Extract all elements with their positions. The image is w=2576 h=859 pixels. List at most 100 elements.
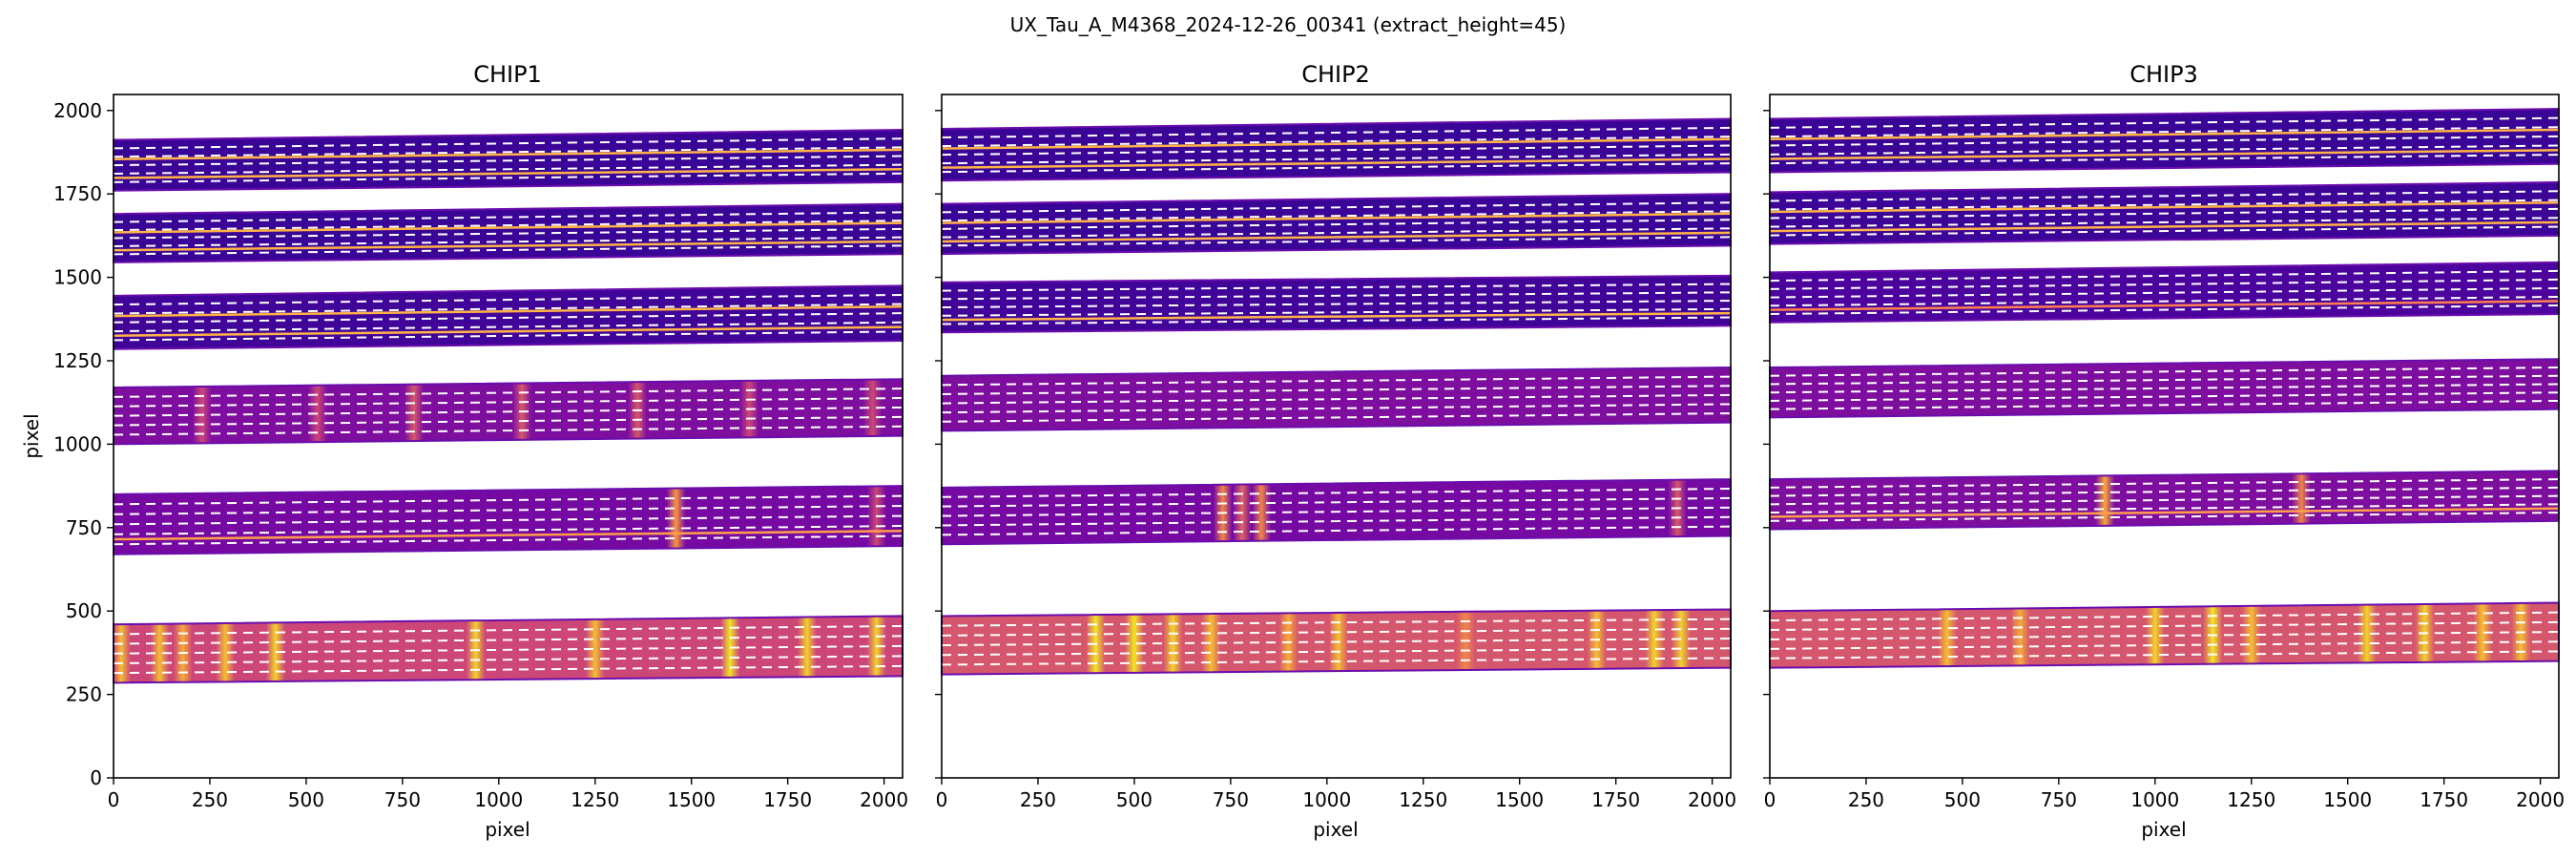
trace-line [941,157,1732,169]
figure-suptitle: UX_Tau_A_M4368_2024-12-26_00341 (extract… [1010,13,1567,36]
x-tick-label: 1250 [2227,788,2275,811]
x-tick-label: 1250 [1399,788,1447,811]
aperture-line [1769,631,2560,640]
axes-frame [1769,94,2560,779]
panel-title: CHIP2 [1301,61,1370,88]
plot-area [941,117,1732,676]
aperture-line [941,525,1732,536]
trace-line [113,325,904,338]
trace-line [1769,300,2560,311]
trace-line [941,311,1732,322]
aperture-line [1769,478,2560,489]
aperture-line [941,126,1732,139]
y-ticks [1763,110,1770,779]
y-tick-label: 1250 [53,349,102,372]
aperture-line [1769,286,2560,299]
aperture-line [941,375,1732,387]
x-tick-label: 1000 [474,788,523,811]
x-axis-label: pixel [2141,818,2186,841]
x-tick-label: 500 [1116,788,1153,811]
aperture-line [1769,486,2560,497]
x-tick-label: 1750 [2420,788,2468,811]
aperture-line [113,514,904,526]
trace-line [1769,200,2560,214]
aperture-line [113,163,904,175]
trace-line [1769,128,2560,141]
x-tick-label: 500 [1944,788,1981,811]
aperture-line [1769,199,2560,211]
x-tick-label: 0 [1764,788,1776,811]
trace-line [1769,507,2560,518]
aperture-line [1769,135,2560,147]
panel-title: CHIP1 [473,61,542,88]
y-tick-label: 1750 [53,182,102,205]
aperture-line [941,618,1732,627]
x-tick-label: 0 [936,788,948,811]
aperture-line [113,220,904,232]
x-tick-label: 1250 [571,788,619,811]
x-tick-label: 0 [108,788,120,811]
panel-chip3: CHIP3 0 250 500 750 1000 1250 1500 1750 2000 pix… [1763,61,2565,841]
x-tick-label: 1000 [1302,788,1351,811]
trace-line [113,167,904,179]
aperture-line [1769,269,2560,283]
aperture-line [941,153,1732,165]
aperture-line [113,330,904,342]
aperture-line [1769,383,2560,394]
x-tick-label: 1500 [667,788,716,811]
aperture-line [113,505,904,515]
plot-area [1769,108,2560,669]
aperture-line [1769,144,2560,156]
aperture-line [113,644,904,655]
aperture-line [1769,374,2560,386]
trace-line [113,240,904,252]
x-ticks: 0 250 500 750 1000 1250 1500 1750 2000 [108,778,908,811]
aperture-line [941,219,1732,230]
x-ticks: 0 250 500 750 1000 1250 1500 1750 2000 [1764,778,2565,811]
aperture-line [941,300,1732,309]
aperture-line [1769,503,2560,514]
aperture-line [941,307,1732,317]
x-tick-label: 750 [1213,788,1249,811]
plot-area [113,129,904,684]
aperture-line [1769,399,2560,410]
aperture-line [1769,494,2560,506]
aperture-line [941,496,1732,508]
aperture-line [1769,190,2560,202]
aperture-line [113,397,904,408]
y-tick-label: 1500 [53,266,102,289]
y-tick-label: 250 [66,683,102,706]
aperture-line [113,388,904,398]
aperture-line [113,525,904,535]
aperture-line [113,635,904,645]
aperture-line [113,236,904,247]
aperture-line [1769,366,2560,377]
aperture-line [113,664,904,675]
y-tick-label: 0 [90,766,102,789]
aperture-line [113,425,904,436]
aperture-line [1769,278,2560,290]
aperture-line [941,657,1732,666]
aperture-line [1769,650,2560,660]
panel-title: CHIP3 [2129,61,2198,88]
axes-frame [941,94,1732,779]
aperture-line [113,227,904,240]
trace-line [941,231,1732,243]
aperture-line [941,201,1732,214]
trace-line [113,530,904,541]
aperture-line [941,385,1732,395]
aperture-line [941,162,1732,174]
trace-line [1769,220,2560,233]
aperture-line [941,291,1732,301]
x-tick-label: 1000 [2130,788,2179,811]
aperture-line [941,403,1732,414]
trace-line [941,137,1732,150]
aperture-line [113,155,904,167]
x-tick-label: 2000 [2516,788,2565,811]
y-tick-label: 750 [66,516,102,539]
aperture-line [941,506,1732,517]
x-ticks: 0 250 500 750 1000 1250 1500 1750 2000 [936,778,1736,811]
y-ticks: 0 250 500 750 1000 1250 1500 1750 2000 [53,99,114,789]
aperture-line [941,210,1732,222]
